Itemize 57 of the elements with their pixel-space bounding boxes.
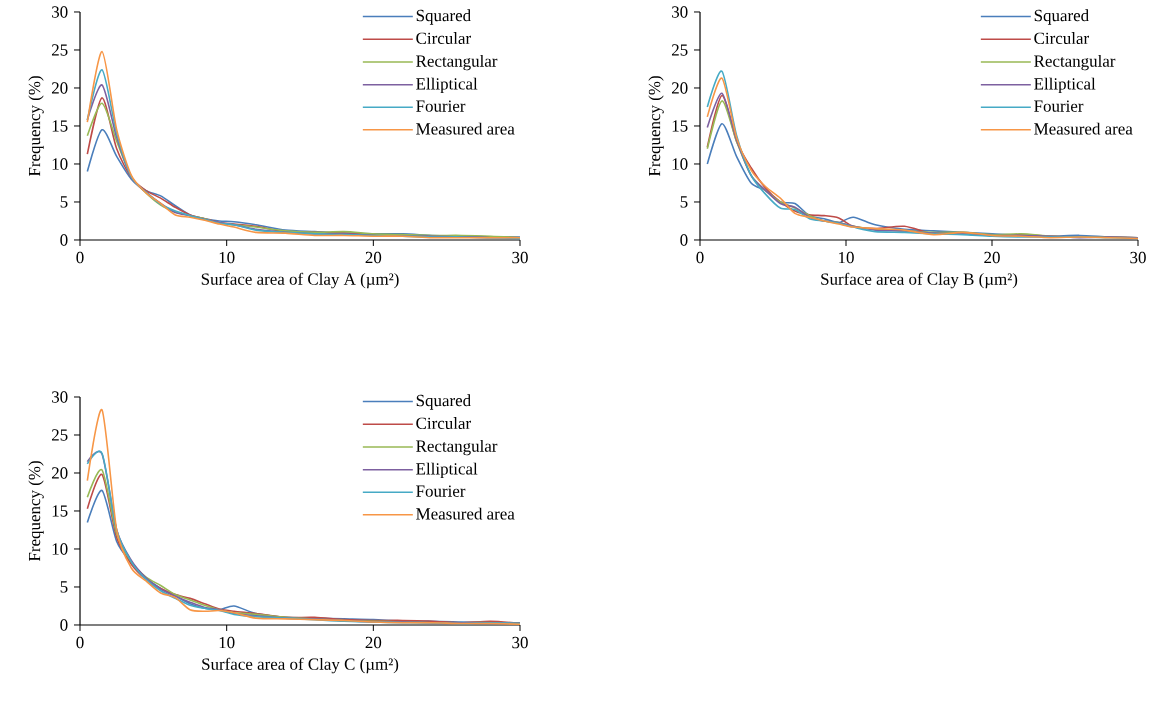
x-tick-label: 30 — [512, 636, 528, 649]
x-tick-label: 20 — [365, 251, 382, 264]
y-axis-title: Frequency (%) — [648, 76, 664, 177]
x-axis-title: Surface area of Clay B (µm²) — [821, 272, 1018, 289]
legend-label: Circular — [416, 417, 471, 430]
legend-label: Squared — [416, 394, 471, 410]
legend-label: Rectangular — [416, 439, 498, 456]
y-tick-label: 20 — [51, 467, 68, 479]
y-tick-label: 10 — [672, 158, 688, 170]
legend-label: Measured area — [416, 507, 515, 520]
legend-label: Circular — [416, 32, 471, 45]
y-axis-title: Frequency (%) — [28, 461, 44, 562]
legend-label: Fourier — [416, 485, 466, 497]
y-tick-label: 10 — [52, 158, 68, 170]
x-tick-label: 10 — [839, 251, 854, 264]
y-tick-label: 10 — [52, 543, 68, 555]
legend-label: Fourier — [416, 100, 466, 112]
y-tick-label: 25 — [51, 44, 68, 56]
y-tick-label: 15 — [52, 505, 68, 517]
x-tick-label: 10 — [219, 636, 235, 649]
y-tick-label: 20 — [51, 82, 68, 94]
y-tick-label: 30 — [52, 6, 68, 18]
legend-label: Rectangular — [1034, 54, 1116, 71]
legend-label: Squared — [416, 9, 471, 25]
y-tick-label: 30 — [52, 391, 68, 403]
y-tick-label: 25 — [51, 429, 68, 441]
x-tick-label: 30 — [1130, 251, 1146, 264]
legend-label: Rectangular — [416, 54, 498, 71]
legend-label: Circular — [1034, 32, 1089, 45]
x-tick-label: 30 — [512, 251, 528, 264]
y-tick-label: 5 — [60, 581, 68, 593]
y-tick-label: 5 — [60, 196, 68, 208]
legend-label: Measured area — [1034, 122, 1133, 135]
x-axis-title: Surface area of Clay A (µm²) — [201, 272, 399, 289]
legend-label: Fourier — [1034, 100, 1084, 112]
legend-label: Elliptical — [416, 77, 478, 94]
y-axis-title: Frequency (%) — [28, 76, 44, 177]
x-tick-label: 0 — [76, 251, 84, 264]
x-tick-label: 0 — [76, 636, 84, 649]
y-tick-label: 25 — [671, 44, 688, 56]
x-tick-label: 10 — [219, 251, 235, 264]
y-tick-label: 15 — [672, 120, 688, 132]
y-tick-label: 0 — [680, 234, 688, 246]
x-axis-title: Surface area of Clay C (µm²) — [202, 657, 399, 674]
x-tick-label: 20 — [984, 251, 1000, 264]
y-tick-label: 0 — [60, 234, 68, 246]
y-tick-label: 5 — [680, 196, 688, 208]
legend-label: Elliptical — [416, 462, 478, 479]
y-tick-label: 20 — [671, 82, 688, 94]
y-tick-label: 15 — [52, 120, 68, 132]
legend-label: Measured area — [416, 122, 515, 135]
x-tick-label: 20 — [365, 636, 382, 649]
y-tick-label: 30 — [672, 6, 688, 18]
legend-label: Squared — [1034, 9, 1089, 25]
x-tick-label: 0 — [696, 251, 704, 264]
legend-label: Elliptical — [1034, 77, 1096, 94]
y-tick-label: 0 — [60, 619, 68, 631]
